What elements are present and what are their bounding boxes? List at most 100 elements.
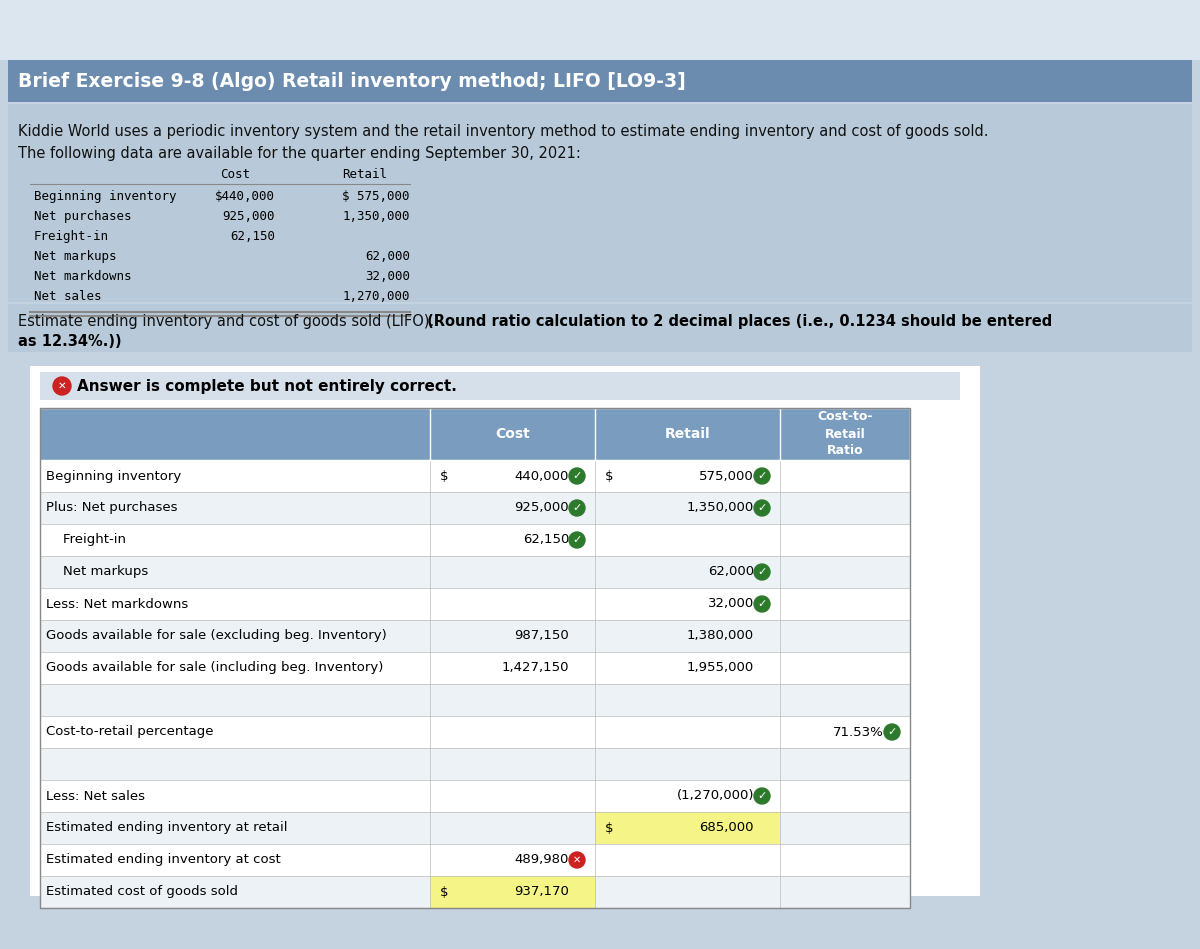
Text: ✓: ✓ bbox=[887, 727, 896, 737]
Circle shape bbox=[569, 852, 586, 868]
Circle shape bbox=[754, 596, 770, 612]
Text: 575,000: 575,000 bbox=[700, 470, 754, 482]
Text: Estimated ending inventory at retail: Estimated ending inventory at retail bbox=[46, 822, 288, 834]
Text: ✕: ✕ bbox=[572, 855, 581, 865]
Text: Beginning inventory: Beginning inventory bbox=[34, 190, 176, 203]
Text: $ 575,000: $ 575,000 bbox=[342, 190, 410, 203]
Bar bbox=[40, 524, 910, 556]
Text: $440,000: $440,000 bbox=[215, 190, 275, 203]
Text: 62,150: 62,150 bbox=[523, 533, 569, 547]
Bar bbox=[30, 366, 980, 896]
Bar bbox=[40, 620, 910, 652]
Bar bbox=[40, 408, 910, 460]
Text: ✓: ✓ bbox=[757, 471, 767, 481]
Text: ✓: ✓ bbox=[572, 471, 582, 481]
Circle shape bbox=[754, 564, 770, 580]
Text: Net markups: Net markups bbox=[46, 566, 149, 579]
Text: 1,427,150: 1,427,150 bbox=[502, 661, 569, 675]
Text: Kiddie World uses a periodic inventory system and the retail inventory method to: Kiddie World uses a periodic inventory s… bbox=[18, 124, 989, 139]
Text: (1,270,000): (1,270,000) bbox=[677, 790, 754, 803]
Circle shape bbox=[754, 788, 770, 804]
Text: ✕: ✕ bbox=[58, 381, 66, 391]
Text: 685,000: 685,000 bbox=[700, 822, 754, 834]
Text: Goods available for sale (excluding beg. Inventory): Goods available for sale (excluding beg.… bbox=[46, 629, 386, 642]
Bar bbox=[40, 492, 910, 524]
Text: 32,000: 32,000 bbox=[365, 270, 410, 283]
Text: 1,350,000: 1,350,000 bbox=[686, 501, 754, 514]
Text: The following data are available for the quarter ending September 30, 2021:: The following data are available for the… bbox=[18, 146, 581, 161]
Bar bbox=[40, 588, 910, 620]
Text: Estimated cost of goods sold: Estimated cost of goods sold bbox=[46, 885, 238, 899]
Bar bbox=[40, 844, 910, 876]
Bar bbox=[8, 304, 1192, 352]
Bar bbox=[8, 60, 1192, 102]
Bar bbox=[30, 168, 410, 186]
Text: 1,955,000: 1,955,000 bbox=[686, 661, 754, 675]
Bar bbox=[40, 780, 910, 812]
Text: Goods available for sale (including beg. Inventory): Goods available for sale (including beg.… bbox=[46, 661, 383, 675]
Text: 925,000: 925,000 bbox=[515, 501, 569, 514]
Bar bbox=[40, 372, 960, 400]
Circle shape bbox=[884, 724, 900, 740]
Text: Plus: Net purchases: Plus: Net purchases bbox=[46, 501, 178, 514]
Text: as 12.34%.)): as 12.34%.)) bbox=[18, 334, 121, 349]
Bar bbox=[40, 652, 910, 684]
Circle shape bbox=[569, 468, 586, 484]
Bar bbox=[40, 748, 910, 780]
Text: 987,150: 987,150 bbox=[515, 629, 569, 642]
Text: Cost: Cost bbox=[496, 427, 530, 441]
Bar bbox=[40, 408, 910, 908]
Circle shape bbox=[754, 468, 770, 484]
Bar bbox=[0, 0, 1200, 60]
Text: 937,170: 937,170 bbox=[514, 885, 569, 899]
Text: Beginning inventory: Beginning inventory bbox=[46, 470, 181, 482]
Text: ✓: ✓ bbox=[757, 503, 767, 513]
Text: ✓: ✓ bbox=[572, 535, 582, 545]
Bar bbox=[40, 716, 910, 748]
Bar bbox=[595, 812, 780, 844]
Bar bbox=[40, 812, 910, 844]
Text: ✓: ✓ bbox=[572, 503, 582, 513]
Text: Estimated ending inventory at cost: Estimated ending inventory at cost bbox=[46, 853, 281, 866]
Text: Retail: Retail bbox=[342, 168, 388, 180]
Text: Answer is complete but not entirely correct.: Answer is complete but not entirely corr… bbox=[77, 379, 457, 394]
Text: $: $ bbox=[605, 470, 613, 482]
Text: 489,980: 489,980 bbox=[515, 853, 569, 866]
Text: 1,270,000: 1,270,000 bbox=[342, 290, 410, 303]
Bar bbox=[40, 556, 910, 588]
Text: ✓: ✓ bbox=[757, 599, 767, 609]
Bar bbox=[40, 684, 910, 716]
Text: ✓: ✓ bbox=[757, 791, 767, 801]
Circle shape bbox=[754, 500, 770, 516]
Text: 62,000: 62,000 bbox=[365, 250, 410, 263]
Text: 440,000: 440,000 bbox=[515, 470, 569, 482]
Text: $: $ bbox=[605, 822, 613, 834]
Text: 62,000: 62,000 bbox=[708, 566, 754, 579]
Text: Freight-in: Freight-in bbox=[34, 230, 109, 243]
Text: Net markups: Net markups bbox=[34, 250, 116, 263]
Text: ✓: ✓ bbox=[757, 567, 767, 577]
Text: (Round ratio calculation to 2 decimal places (i.e., 0.1234 should be entered: (Round ratio calculation to 2 decimal pl… bbox=[422, 314, 1052, 329]
Text: Retail: Retail bbox=[665, 427, 710, 441]
Bar bbox=[8, 354, 1192, 366]
Text: Net sales: Net sales bbox=[34, 290, 102, 303]
Text: 32,000: 32,000 bbox=[708, 598, 754, 610]
Text: $: $ bbox=[440, 470, 449, 482]
Bar bbox=[8, 104, 1192, 302]
Circle shape bbox=[569, 500, 586, 516]
Text: 925,000: 925,000 bbox=[222, 210, 275, 223]
Text: Brief Exercise 9-8 (Algo) Retail inventory method; LIFO [LO9-3]: Brief Exercise 9-8 (Algo) Retail invento… bbox=[18, 71, 685, 90]
Text: Cost-to-
Retail
Ratio: Cost-to- Retail Ratio bbox=[817, 411, 872, 457]
Text: Less: Net markdowns: Less: Net markdowns bbox=[46, 598, 188, 610]
Text: Cost: Cost bbox=[220, 168, 250, 180]
Bar bbox=[40, 876, 910, 908]
Bar bbox=[40, 460, 910, 492]
Text: Net purchases: Net purchases bbox=[34, 210, 132, 223]
Text: Cost-to-retail percentage: Cost-to-retail percentage bbox=[46, 725, 214, 738]
Text: $: $ bbox=[440, 885, 449, 899]
Text: Net markdowns: Net markdowns bbox=[34, 270, 132, 283]
Circle shape bbox=[53, 377, 71, 395]
Text: 1,350,000: 1,350,000 bbox=[342, 210, 410, 223]
Text: Freight-in: Freight-in bbox=[46, 533, 126, 547]
Text: Less: Net sales: Less: Net sales bbox=[46, 790, 145, 803]
